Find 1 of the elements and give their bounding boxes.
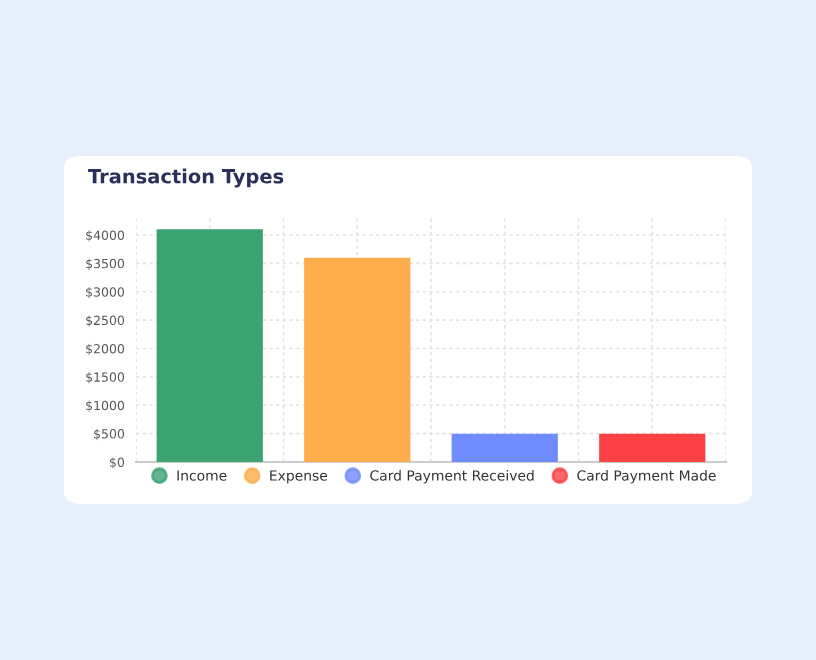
chart-title: Transaction Types — [88, 168, 284, 188]
